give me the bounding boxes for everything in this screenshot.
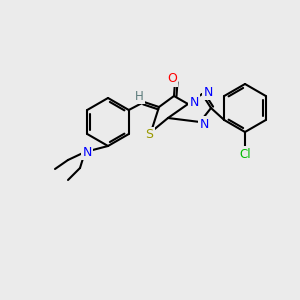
Text: S: S	[145, 128, 153, 142]
Text: H: H	[135, 89, 143, 103]
Text: N: N	[199, 118, 209, 130]
Text: O: O	[167, 73, 177, 85]
Text: N: N	[189, 95, 199, 109]
Text: N: N	[82, 146, 92, 158]
Text: N: N	[203, 85, 213, 98]
Text: Cl: Cl	[239, 148, 251, 160]
